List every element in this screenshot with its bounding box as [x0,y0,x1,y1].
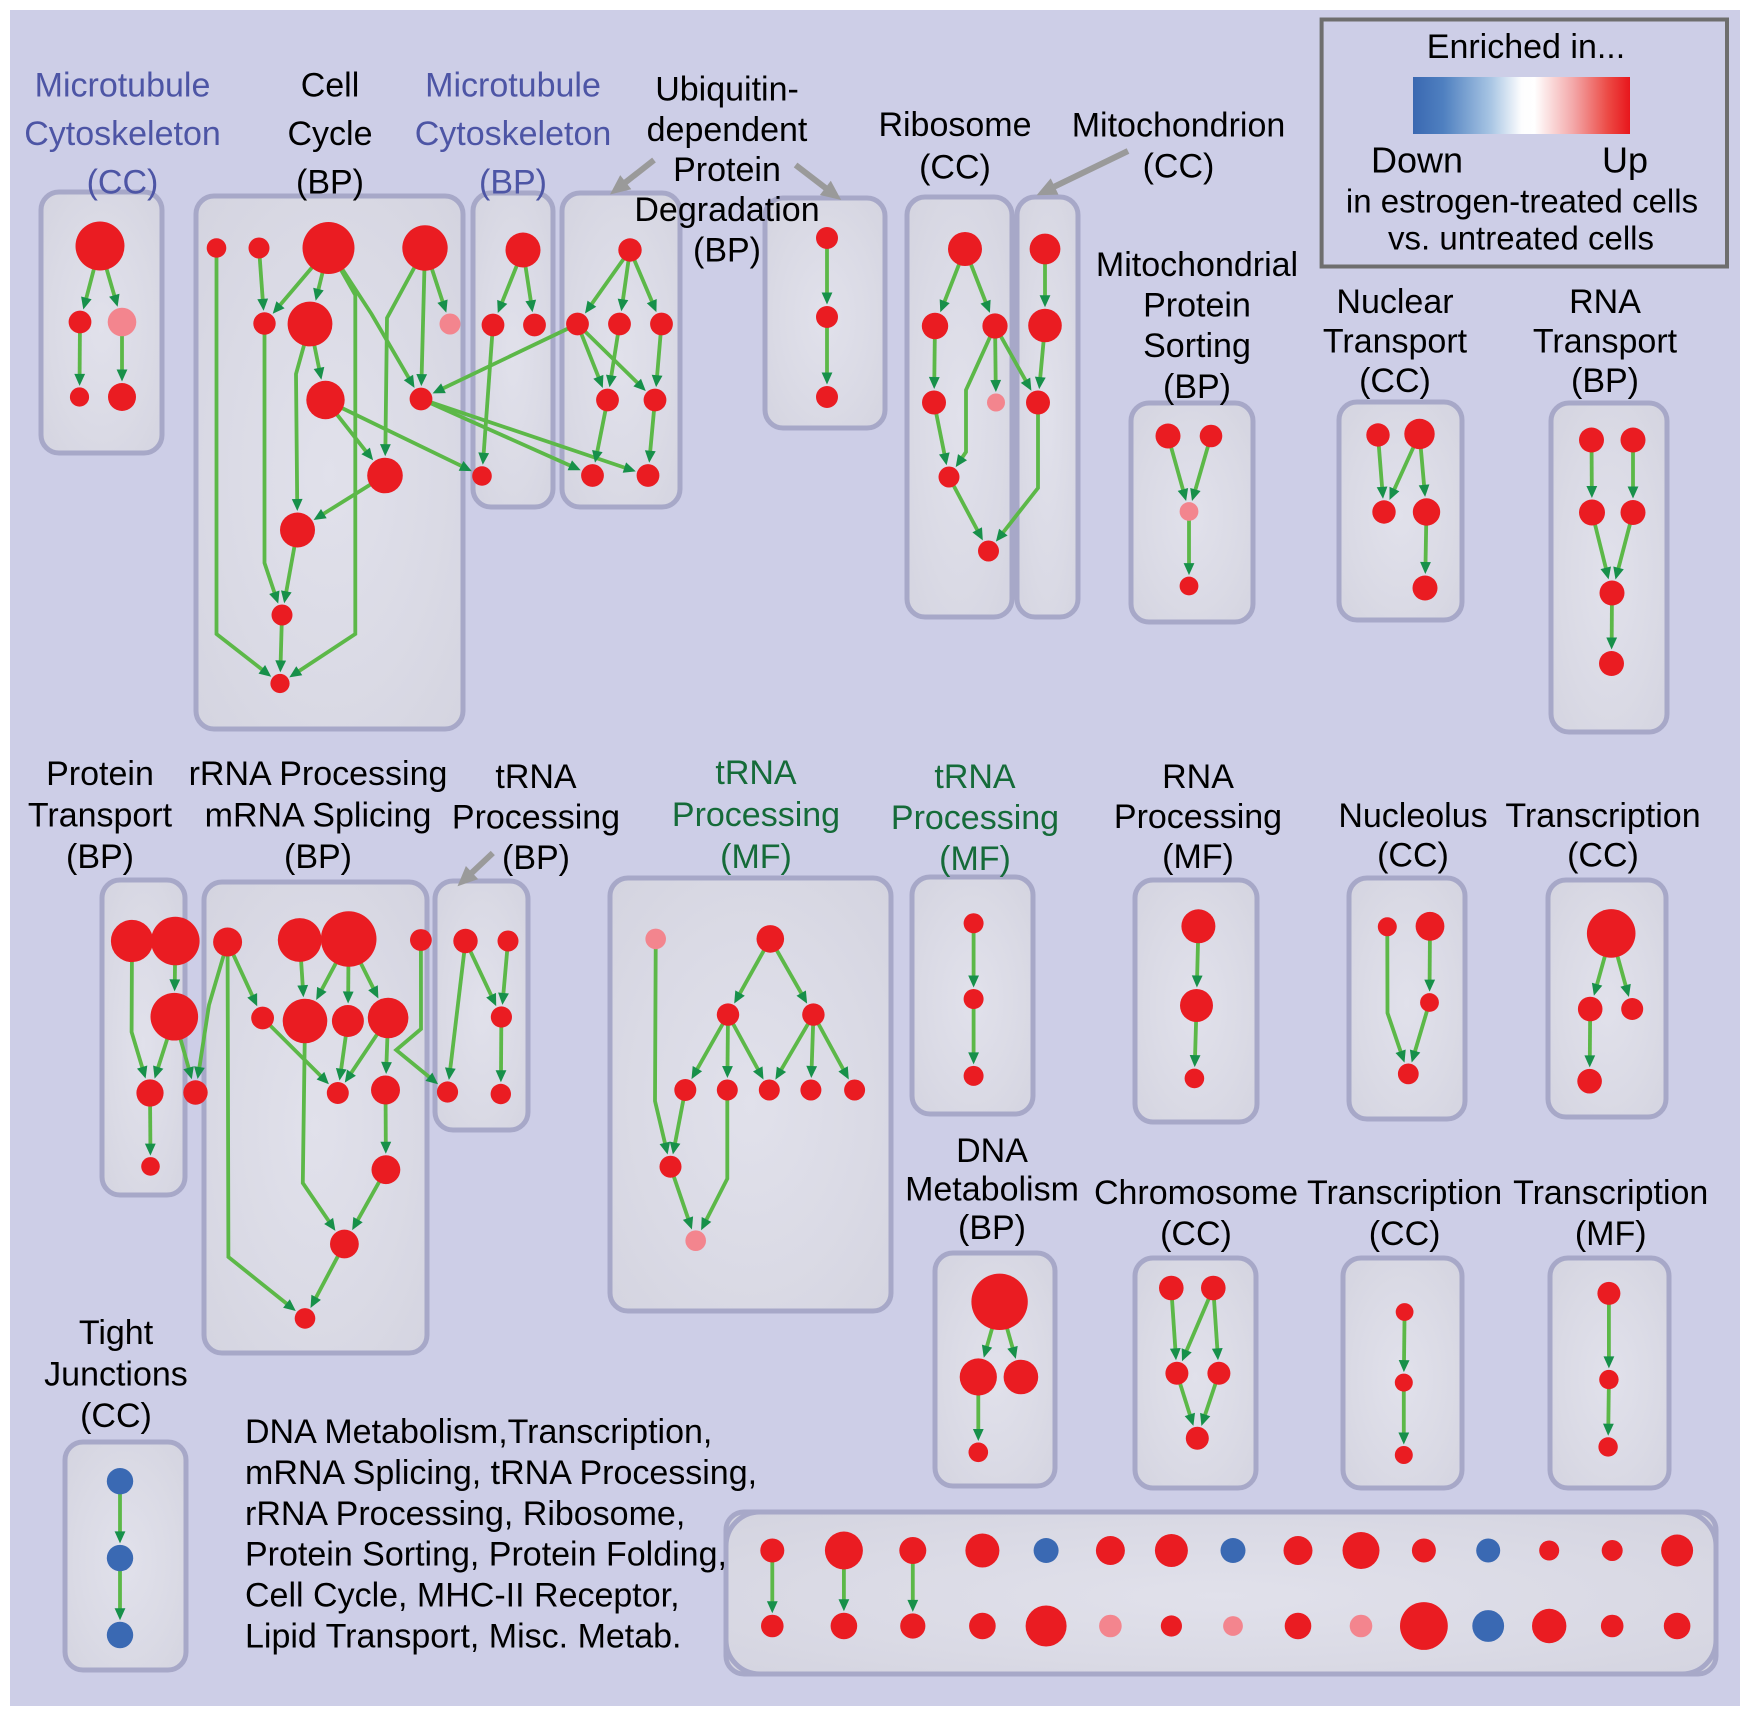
svg-text:(CC): (CC) [87,164,159,202]
svg-text:(BP): (BP) [296,164,364,202]
svg-text:(CC): (CC) [1160,1215,1232,1253]
svg-text:tRNA: tRNA [715,754,797,792]
svg-text:Junctions: Junctions [44,1356,188,1394]
svg-text:(BP): (BP) [958,1209,1026,1247]
svg-text:Lipid Transport, Misc. Metab.: Lipid Transport, Misc. Metab. [245,1618,682,1656]
svg-text:Transport: Transport [1533,323,1678,361]
svg-text:(MF): (MF) [720,838,792,876]
svg-text:Nuclear: Nuclear [1336,283,1453,321]
svg-text:(BP): (BP) [502,839,570,877]
svg-text:Sorting: Sorting [1143,327,1251,365]
svg-text:rRNA Processing, Ribosome,: rRNA Processing, Ribosome, [245,1495,685,1533]
svg-text:Processing: Processing [672,796,840,834]
svg-text:Transcription: Transcription [1513,1174,1708,1212]
svg-text:Chromosome: Chromosome [1094,1174,1298,1212]
svg-text:Protein: Protein [1143,287,1251,325]
svg-text:Cycle: Cycle [287,115,372,153]
svg-text:Cytoskeleton: Cytoskeleton [24,115,221,153]
svg-text:Transport: Transport [1323,323,1468,361]
svg-text:(CC): (CC) [1377,837,1449,875]
svg-text:(BP): (BP) [284,838,352,876]
svg-text:RNA: RNA [1162,758,1234,796]
svg-text:(BP): (BP) [479,164,547,202]
svg-text:(CC): (CC) [80,1397,152,1435]
svg-text:Transport: Transport [28,796,173,834]
svg-text:(MF): (MF) [939,840,1011,878]
svg-text:Ubiquitin-: Ubiquitin- [655,71,799,109]
svg-text:Protein: Protein [46,755,154,793]
svg-text:in estrogen-treated cells: in estrogen-treated cells [1346,183,1698,220]
svg-text:(BP): (BP) [1163,368,1231,406]
svg-text:Down: Down [1371,140,1463,181]
svg-text:Microtubule: Microtubule [35,67,211,105]
svg-text:Cytoskeleton: Cytoskeleton [415,115,612,153]
svg-text:Cell Cycle, MHC-II Receptor,: Cell Cycle, MHC-II Receptor, [245,1577,680,1615]
svg-text:mRNA Splicing: mRNA Splicing [205,796,432,834]
svg-text:Transcription: Transcription [1505,797,1700,835]
svg-text:Ribosome: Ribosome [878,106,1031,144]
svg-text:Protein Sorting, Protein Foldi: Protein Sorting, Protein Folding, [245,1536,727,1574]
svg-text:mRNA Splicing, tRNA Processing: mRNA Splicing, tRNA Processing, [245,1454,757,1492]
svg-text:Processing: Processing [452,799,620,837]
svg-text:dependent: dependent [647,111,808,149]
svg-text:(CC): (CC) [1369,1215,1441,1253]
svg-text:(CC): (CC) [1359,362,1431,400]
svg-text:(MF): (MF) [1162,838,1234,876]
svg-text:tRNA: tRNA [495,758,577,796]
svg-text:Enriched in...: Enriched in... [1427,28,1625,66]
svg-text:Degradation: Degradation [634,191,819,229]
svg-text:Up: Up [1602,140,1648,181]
svg-text:tRNA: tRNA [934,758,1016,796]
svg-text:Mitochondrial: Mitochondrial [1096,246,1298,284]
svg-text:Mitochondrion: Mitochondrion [1072,106,1286,144]
svg-text:Processing: Processing [1114,798,1282,836]
svg-text:Transcription: Transcription [1307,1174,1502,1212]
svg-text:RNA: RNA [1569,283,1641,321]
svg-text:(BP): (BP) [1571,362,1639,400]
svg-text:DNA: DNA [956,1132,1028,1170]
svg-text:(CC): (CC) [1567,837,1639,875]
svg-text:Metabolism: Metabolism [905,1171,1079,1209]
svg-text:Microtubule: Microtubule [425,67,601,105]
svg-text:vs. untreated cells: vs. untreated cells [1388,220,1654,257]
svg-text:(MF): (MF) [1575,1215,1647,1253]
svg-text:(BP): (BP) [66,838,134,876]
svg-text:DNA Metabolism,Transcription,: DNA Metabolism,Transcription, [245,1413,712,1451]
svg-text:Nucleolus: Nucleolus [1338,797,1487,835]
svg-text:(CC): (CC) [1143,147,1215,185]
svg-text:Processing: Processing [891,799,1059,837]
svg-text:(BP): (BP) [693,231,761,269]
svg-text:(CC): (CC) [919,149,991,187]
svg-text:Tight: Tight [79,1314,154,1352]
svg-text:Protein: Protein [673,151,781,189]
svg-text:Cell: Cell [301,67,360,105]
svg-text:rRNA Processing: rRNA Processing [189,755,448,793]
